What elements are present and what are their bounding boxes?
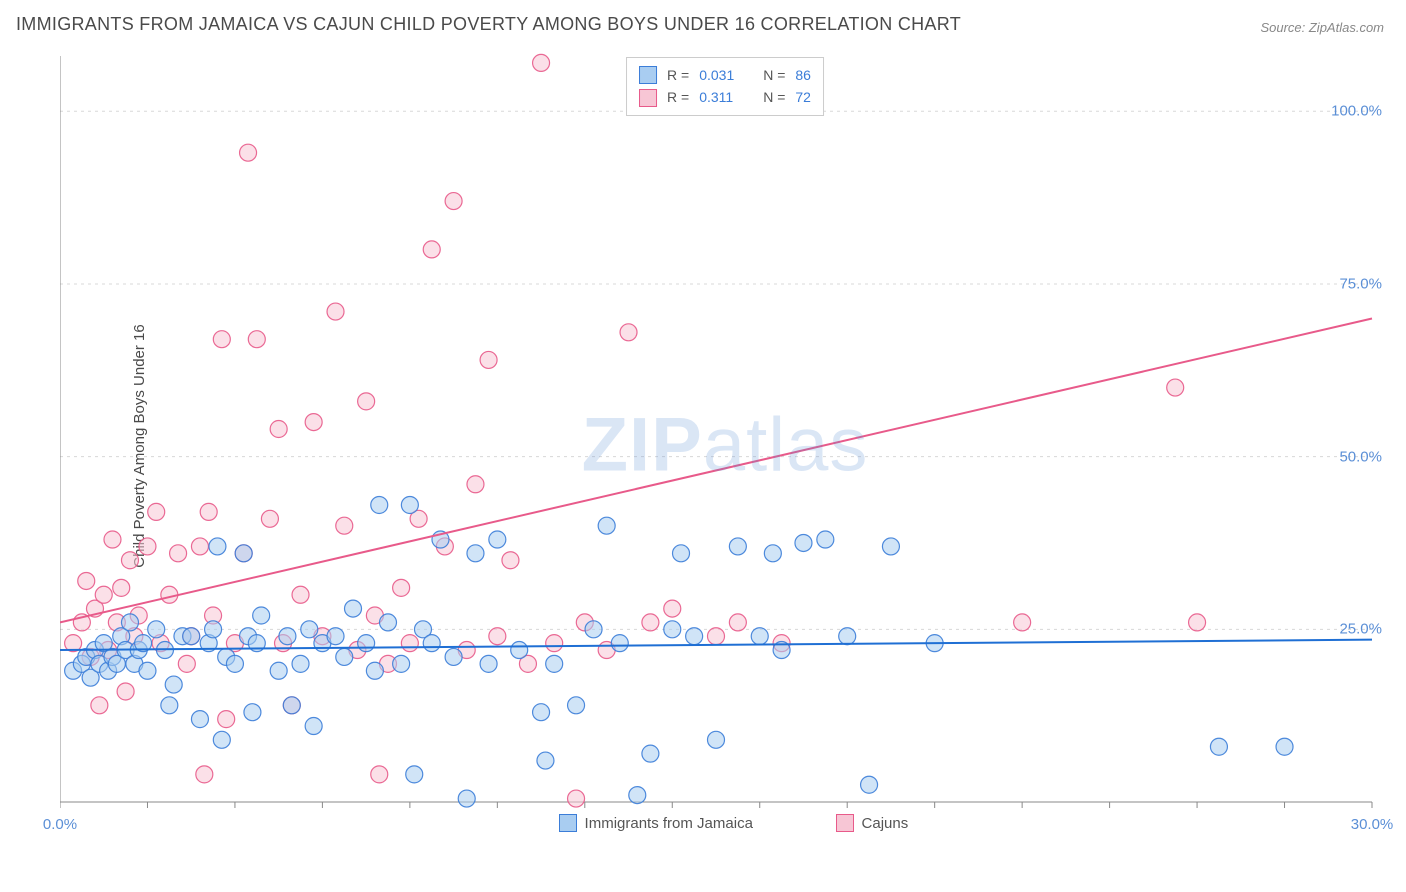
chart-title: IMMIGRANTS FROM JAMAICA VS CAJUN CHILD P… <box>16 14 961 35</box>
source-attribution: Source: ZipAtlas.com <box>1260 20 1384 35</box>
legend-swatch-series-2 <box>639 89 657 107</box>
x-tick-label: 30.0% <box>1351 816 1394 833</box>
legend-series-label: Immigrants from Jamaica <box>585 815 753 832</box>
legend-swatch-icon <box>559 814 577 832</box>
n-value-series-1: 86 <box>795 64 811 86</box>
y-tick-label: 100.0% <box>1331 103 1382 120</box>
legend-correlation-box: R = 0.031 N = 86 R = 0.311 N = 72 <box>626 57 824 116</box>
r-value-series-1: 0.031 <box>699 64 747 86</box>
y-tick-label: 50.0% <box>1339 448 1382 465</box>
y-tick-label: 25.0% <box>1339 621 1382 638</box>
scatter-plot-svg <box>60 50 1390 840</box>
legend-bottom-item: Immigrants from Jamaica <box>559 814 753 832</box>
legend-swatch-icon <box>836 814 854 832</box>
y-tick-label: 75.0% <box>1339 275 1382 292</box>
legend-row-series-1: R = 0.031 N = 86 <box>639 64 811 86</box>
n-value-series-2: 72 <box>795 86 811 108</box>
legend-series-label: Cajuns <box>862 815 909 832</box>
legend-bottom-item: Cajuns <box>836 814 909 832</box>
r-value-series-2: 0.311 <box>699 86 747 108</box>
legend-swatch-series-1 <box>639 66 657 84</box>
x-tick-label: 0.0% <box>43 816 77 833</box>
legend-row-series-2: R = 0.311 N = 72 <box>639 86 811 108</box>
chart-area: ZIPatlas R = 0.031 N = 86 R = 0.311 N = … <box>60 50 1390 840</box>
